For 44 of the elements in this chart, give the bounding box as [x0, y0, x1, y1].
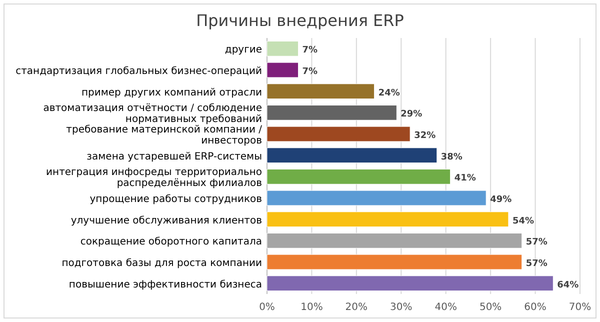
data-label: 7% — [302, 67, 318, 77]
bar — [266, 276, 554, 292]
bar — [266, 84, 375, 100]
x-tick-label: 70% — [568, 302, 592, 313]
data-label: 54% — [512, 216, 534, 226]
y-tick-label: улучшение обслуживания клиентов — [70, 215, 262, 226]
bar — [266, 104, 397, 120]
data-label: 41% — [454, 174, 476, 184]
x-tick-label: 50% — [479, 302, 502, 313]
data-label: 32% — [414, 131, 436, 141]
bar — [266, 40, 299, 56]
y-tick-label: подготовка базы для роста компании — [62, 258, 262, 269]
x-tick-label: 0% — [259, 302, 275, 313]
x-tick-label: 10% — [300, 302, 323, 313]
x-tick-label: 20% — [345, 302, 368, 313]
y-tick-label: замена устаревшей ERP-системы — [86, 151, 262, 162]
x-tick-label: 40% — [434, 302, 457, 313]
data-label: 57% — [526, 238, 548, 248]
bar — [266, 126, 410, 142]
y-tick-label: пример других компаний отрасли — [81, 87, 262, 98]
x-tick-label: 30% — [390, 302, 412, 313]
bar — [266, 212, 509, 228]
y-tick-label: стандартизация глобальных бизнес-операций — [16, 66, 262, 77]
data-label: 24% — [378, 88, 400, 98]
bar — [266, 148, 438, 164]
bar — [266, 168, 451, 184]
bar — [266, 62, 299, 78]
bar — [266, 190, 486, 206]
bar — [266, 232, 522, 248]
chart-title: Причины внедрения ERP — [196, 11, 404, 30]
data-label: 7% — [302, 46, 318, 56]
bar — [266, 254, 522, 270]
y-tick-label: другие — [224, 44, 262, 56]
y-tick-label: требование материнской компании / инвесторов — [66, 124, 263, 146]
y-tick-label: сокращение оборотного капитала — [80, 236, 262, 248]
data-label: 29% — [400, 110, 422, 120]
x-tick-label: 60% — [524, 302, 546, 313]
y-tick-label: интеграция инфосреды территориально распределённых филиалов — [46, 167, 262, 190]
y-tick-label: повышение эффективности бизнеса — [68, 279, 262, 290]
data-label: 38% — [440, 152, 462, 162]
data-label: 49% — [490, 195, 512, 205]
data-label: 57% — [526, 259, 548, 269]
data-label: 64% — [557, 280, 579, 290]
y-tick-label: упрощение работы сотрудников — [90, 194, 262, 205]
